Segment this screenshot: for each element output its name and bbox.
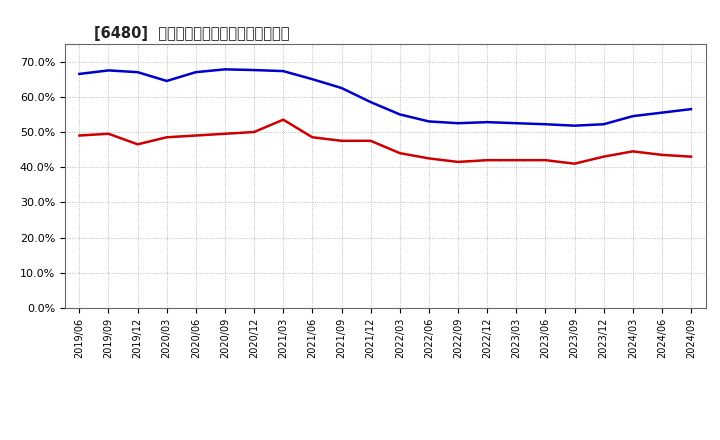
固定比率 xyxy=(192,70,200,75)
固定長期適合率 xyxy=(629,149,637,154)
固定長期適合率 xyxy=(104,131,113,136)
固定長期適合率 xyxy=(425,156,433,161)
固定比率 xyxy=(75,71,84,77)
固定比率 xyxy=(425,119,433,124)
固定比率 xyxy=(395,112,404,117)
固定長期適合率 xyxy=(454,159,462,165)
固定比率 xyxy=(133,70,142,75)
固定長期適合率 xyxy=(220,131,229,136)
固定長期適合率 xyxy=(541,158,550,163)
固定比率 xyxy=(337,85,346,91)
固定比率 xyxy=(599,121,608,127)
固定比率 xyxy=(687,106,696,112)
固定長期適合率 xyxy=(687,154,696,159)
固定比率 xyxy=(308,77,317,82)
固定比率 xyxy=(483,120,492,125)
固定長期適合率 xyxy=(483,158,492,163)
固定長期適合率 xyxy=(366,138,375,143)
固定比率 xyxy=(629,114,637,119)
固定長期適合率 xyxy=(163,135,171,140)
固定比率 xyxy=(570,123,579,128)
固定比率 xyxy=(104,68,113,73)
固定長期適合率 xyxy=(570,161,579,166)
Line: 固定比率: 固定比率 xyxy=(79,70,691,126)
固定比率 xyxy=(220,67,229,72)
固定比率 xyxy=(163,78,171,84)
固定長期適合率 xyxy=(279,117,287,122)
固定長期適合率 xyxy=(599,154,608,159)
固定長期適合率 xyxy=(395,150,404,156)
固定長期適合率 xyxy=(308,135,317,140)
固定比率 xyxy=(366,99,375,105)
固定比率 xyxy=(250,67,258,73)
固定比率 xyxy=(454,121,462,126)
Line: 固定長期適合率: 固定長期適合率 xyxy=(79,120,691,164)
固定比率 xyxy=(541,121,550,127)
固定長期適合率 xyxy=(133,142,142,147)
固定比率 xyxy=(657,110,666,115)
固定長期適合率 xyxy=(337,138,346,143)
固定比率 xyxy=(512,121,521,126)
固定長期適合率 xyxy=(512,158,521,163)
固定長期適合率 xyxy=(657,152,666,158)
固定比率 xyxy=(279,69,287,74)
Text: [6480]  固定比率、固定長期適合率の推移: [6480] 固定比率、固定長期適合率の推移 xyxy=(94,26,289,41)
固定長期適合率 xyxy=(250,129,258,135)
固定長期適合率 xyxy=(192,133,200,138)
Legend: 固定比率, 固定長期適合率: 固定比率, 固定長期適合率 xyxy=(278,439,492,440)
固定長期適合率 xyxy=(75,133,84,138)
